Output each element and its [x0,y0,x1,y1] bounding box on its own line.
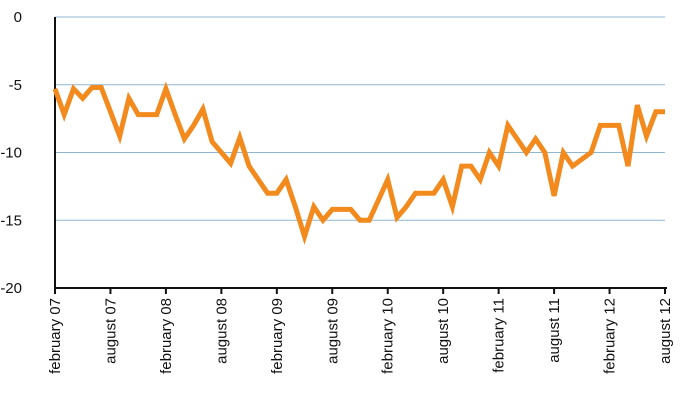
y-tick-label: 0 [14,9,22,26]
x-tick-label: august 08 [213,298,230,364]
x-tick-label: august 12 [657,298,674,364]
x-tick-label: august 07 [102,298,119,364]
y-tick-label: -20 [0,280,22,297]
y-tick-label: -10 [0,145,22,162]
x-tick-label: august 09 [324,298,341,364]
x-tick-label: february 08 [158,298,175,374]
x-tick-label: february 11 [491,298,508,373]
x-tick-label: august 11 [546,298,563,363]
line [52,81,665,245]
y-tick-label: -15 [0,212,22,229]
x-tick-label: august 10 [435,298,452,364]
x-tick-label: february 07 [47,298,64,374]
y-tick-label: -5 [9,77,22,94]
x-tick-label: february 10 [380,298,397,374]
x-tick-label: february 12 [602,298,619,374]
x-tick-label: february 09 [269,298,286,374]
